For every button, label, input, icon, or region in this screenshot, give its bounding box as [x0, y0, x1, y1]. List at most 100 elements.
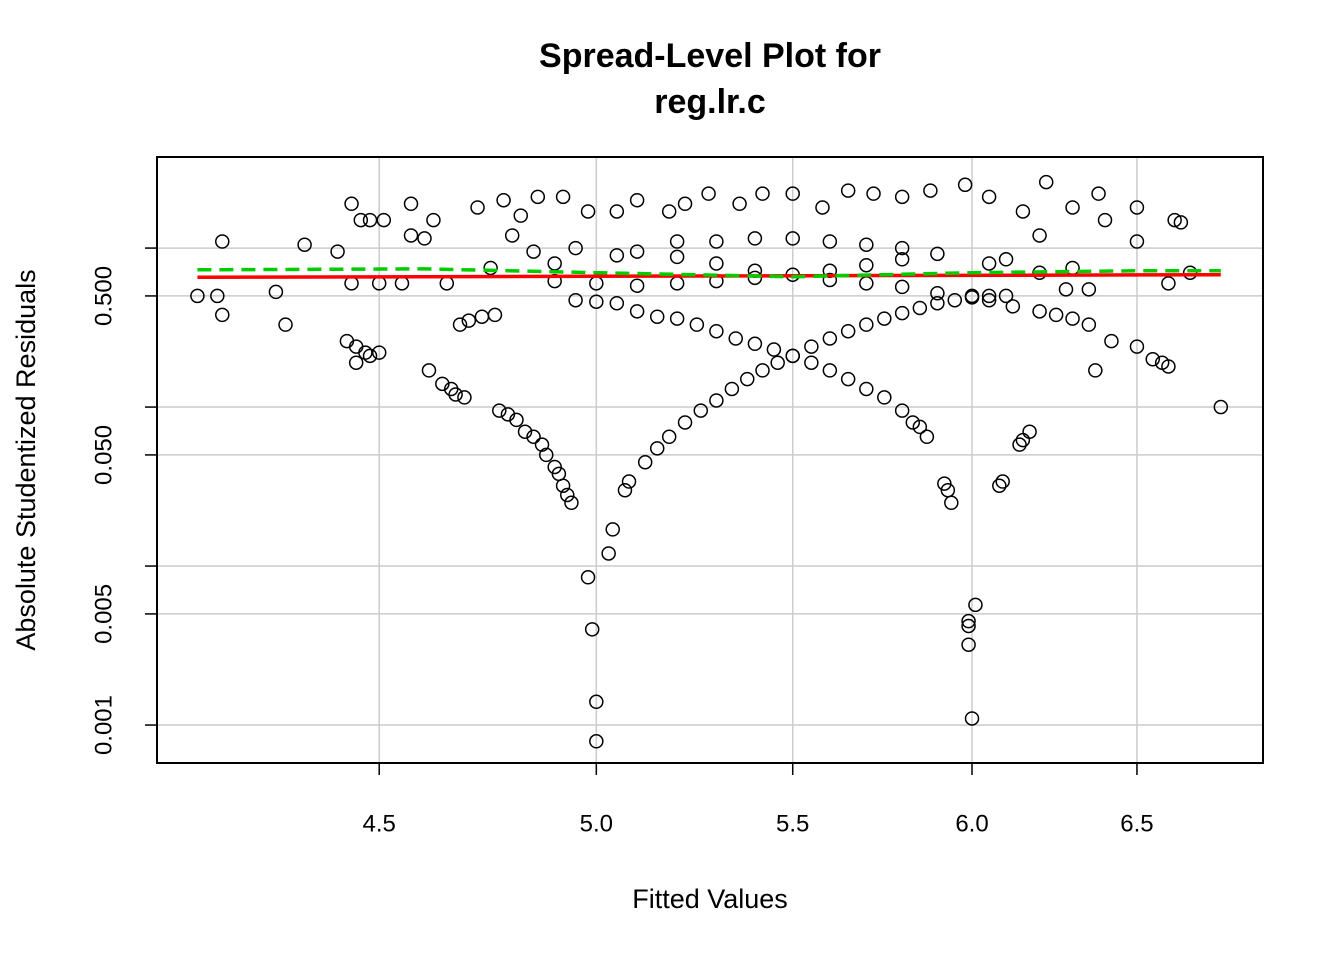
point [747, 270, 763, 286]
point [1104, 333, 1119, 349]
point [804, 339, 819, 354]
point [358, 345, 373, 360]
point [580, 204, 596, 219]
point [649, 309, 665, 324]
point [474, 309, 490, 324]
point [330, 244, 345, 259]
point [1048, 307, 1064, 323]
point [859, 237, 874, 252]
fit-line [197, 267, 1221, 279]
point [1129, 234, 1145, 249]
point [981, 189, 997, 205]
point [534, 437, 550, 452]
point [740, 371, 755, 387]
point [930, 285, 945, 301]
point [403, 228, 419, 243]
point [555, 189, 571, 205]
point [968, 597, 983, 613]
point [709, 393, 724, 408]
point [1032, 304, 1047, 319]
point [770, 355, 785, 370]
point [1081, 317, 1097, 332]
point [732, 196, 747, 212]
point [210, 288, 225, 304]
point [981, 288, 997, 304]
point [894, 189, 910, 205]
point [840, 323, 856, 339]
point [930, 295, 945, 311]
point [609, 204, 625, 219]
point [709, 323, 724, 339]
point [605, 522, 620, 537]
point [1032, 228, 1047, 243]
point [487, 307, 503, 323]
point [1015, 204, 1031, 219]
point [629, 244, 645, 259]
point [859, 381, 874, 397]
point [1129, 200, 1145, 215]
point [747, 336, 763, 352]
point [815, 200, 830, 215]
point [403, 196, 419, 212]
chart-title: Spread-Level Plot for [539, 37, 881, 75]
point [461, 313, 477, 328]
point [589, 694, 604, 710]
point [530, 189, 546, 205]
point [1091, 186, 1106, 201]
point [894, 403, 910, 418]
point [526, 244, 541, 259]
point [905, 415, 921, 430]
x-tick-label: 6.5 [1120, 810, 1153, 837]
point [609, 248, 625, 263]
y-tick-label: 0.005 [90, 584, 117, 644]
point [215, 307, 230, 323]
point [589, 734, 604, 749]
point [957, 177, 973, 193]
point [492, 403, 507, 418]
point [504, 228, 520, 243]
point [995, 474, 1010, 489]
point [1065, 311, 1080, 326]
x-tick-label: 5.0 [580, 810, 613, 837]
point [693, 403, 709, 418]
point [1145, 351, 1160, 367]
point [840, 371, 856, 387]
point [1088, 363, 1103, 378]
point [894, 279, 910, 295]
point [981, 292, 997, 308]
point [344, 196, 359, 212]
point [912, 300, 928, 316]
y-tick-label: 0.050 [90, 425, 117, 485]
point [669, 276, 685, 291]
point [766, 342, 782, 357]
point [509, 412, 524, 428]
point [344, 276, 359, 291]
point [421, 363, 437, 378]
point [268, 284, 284, 300]
point [981, 256, 997, 271]
point [1173, 215, 1189, 230]
point [1015, 432, 1031, 448]
point [448, 387, 463, 402]
point [564, 495, 579, 511]
point [452, 317, 468, 332]
point [859, 276, 874, 291]
point [1081, 282, 1097, 297]
point [1005, 299, 1021, 314]
point [877, 390, 892, 405]
point [785, 186, 800, 201]
point [785, 348, 800, 364]
point [547, 256, 562, 271]
point [755, 186, 770, 201]
point [617, 482, 633, 498]
point [348, 355, 364, 370]
point [483, 260, 498, 276]
point [961, 618, 976, 634]
point [728, 331, 743, 346]
point [629, 278, 645, 293]
x-tick-label: 4.5 [363, 810, 396, 837]
point [621, 474, 637, 489]
point [964, 288, 980, 304]
point [840, 183, 856, 198]
